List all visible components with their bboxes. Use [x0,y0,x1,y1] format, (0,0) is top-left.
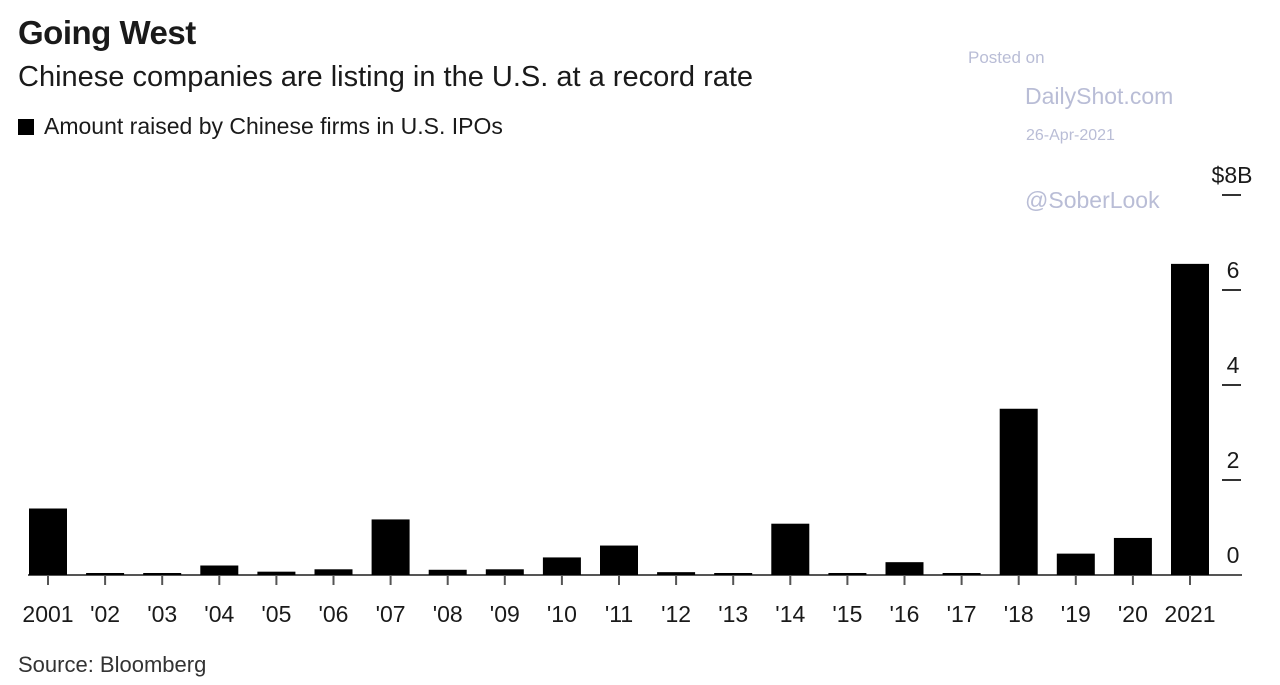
chart-subtitle: Chinese companies are listing in the U.S… [18,61,754,93]
y-tick-label-0: 0 [1227,542,1240,568]
x-tick-label-9: '10 [547,601,577,627]
chart-title: Going West [18,14,196,51]
legend: Amount raised by Chinese firms in U.S. I… [18,113,503,140]
bar-10 [600,545,638,575]
bar-14 [828,573,867,575]
bar-2 [143,573,182,575]
bar-20 [1171,263,1209,575]
bar-16 [942,573,981,575]
x-tick-label-4: '05 [261,601,291,627]
watermark-date: 26-Apr-2021 [1026,127,1115,144]
watermark-site: DailyShot.com [1025,83,1174,109]
watermark-posted: Posted on [968,48,1045,67]
bar-9 [542,557,581,575]
x-tick-label-11: '12 [661,601,691,627]
bar-19 [1113,537,1152,575]
y-tick-label-1: 2 [1227,447,1240,473]
legend-label: Amount raised by Chinese firms in U.S. I… [44,113,503,139]
legend-swatch [18,118,34,135]
x-tick-label-20: 2021 [1164,601,1215,627]
x-tick-label-12: '13 [718,601,748,627]
bar-17 [999,408,1038,575]
x-tick-label-18: '19 [1061,601,1091,627]
bar-5 [314,569,353,575]
x-tick-label-8: '09 [490,601,520,627]
bar-15 [885,562,924,575]
x-tick-label-0: 2001 [22,601,73,627]
x-tick-label-10: '11 [605,601,633,627]
source-note: Source: Bloomberg [18,652,207,677]
bar-0 [29,508,67,575]
bar-3 [200,565,239,575]
x-tick-label-6: '07 [376,601,406,627]
bar-8 [485,569,524,575]
y-tick-label-4: $8B [1212,162,1253,188]
bar-7 [428,569,467,575]
x-tick-label-7: '08 [433,601,463,627]
watermark-handle: @SoberLook [1025,187,1160,213]
bar-1 [86,573,125,575]
x-tick-label-15: '16 [890,601,920,627]
bar-4 [257,571,296,575]
x-tick-label-5: '06 [319,601,349,627]
bar-11 [657,572,696,575]
bar-6 [371,519,410,575]
x-tick-label-14: '15 [832,601,862,627]
bar-12 [714,573,753,575]
x-tick-label-3: '04 [204,601,234,627]
x-tick-label-1: '02 [90,601,120,627]
bar-13 [771,523,810,575]
x-tick-label-2: '03 [147,601,177,627]
x-tick-label-16: '17 [947,601,977,627]
y-tick-label-3: 6 [1227,257,1240,283]
x-tick-label-19: '20 [1118,601,1148,627]
bar-18 [1056,553,1095,575]
x-tick-label-13: '14 [775,601,805,627]
x-tick-label-17: '18 [1004,601,1034,627]
y-tick-label-2: 4 [1227,352,1240,378]
